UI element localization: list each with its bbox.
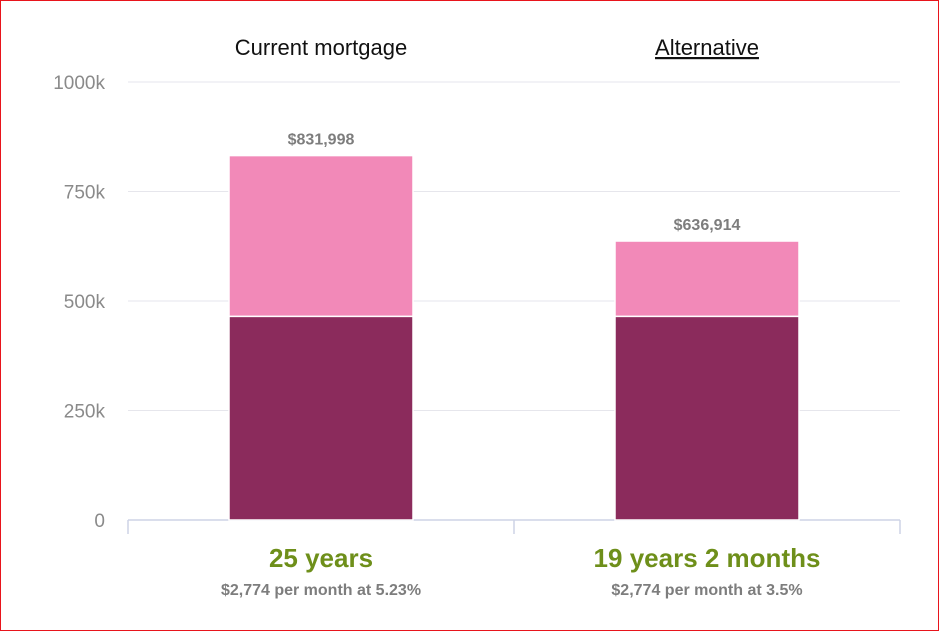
alternative-link[interactable]: Alternative [655, 35, 759, 60]
bar-segment [614, 240, 800, 318]
loan-term-label: 25 years [269, 543, 373, 573]
bar-total-label: $831,998 [288, 132, 355, 149]
y-tick-label: 750k [64, 183, 106, 204]
payment-label: $2,774 per month at 3.5% [611, 582, 802, 599]
y-tick-label: 0 [94, 511, 105, 532]
y-tick-label: 1000k [53, 73, 105, 94]
column-title: Current mortgage [235, 35, 407, 60]
y-tick-label: 500k [64, 292, 106, 313]
loan-term-label: 19 years 2 months [594, 543, 821, 573]
bar-segment [228, 315, 414, 521]
y-tick-label: 250k [64, 402, 106, 423]
bar-total-label: $636,914 [674, 217, 741, 234]
bar-segment [228, 154, 414, 318]
bar-segment [614, 315, 800, 521]
payment-label: $2,774 per month at 5.23% [221, 582, 421, 599]
